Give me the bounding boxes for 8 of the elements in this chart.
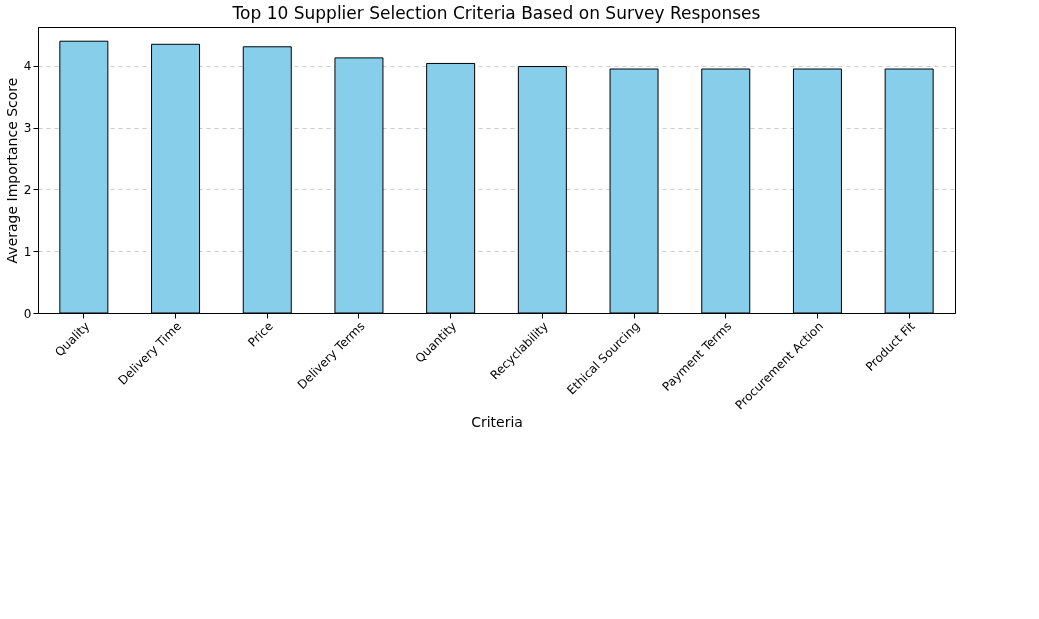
x-axis-title: Criteria: [471, 413, 523, 430]
y-tick-label: 4: [23, 59, 32, 74]
y-tick-label: 1: [23, 244, 32, 259]
y-axis-title: Average Importance Score: [3, 77, 20, 264]
y-tick-label: 2: [23, 182, 32, 197]
y-tick-label: 0: [23, 306, 32, 321]
y-tick-label: 3: [23, 121, 32, 136]
chart-title: Top 10 Supplier Selection Criteria Based on Survey Responses: [231, 3, 761, 23]
